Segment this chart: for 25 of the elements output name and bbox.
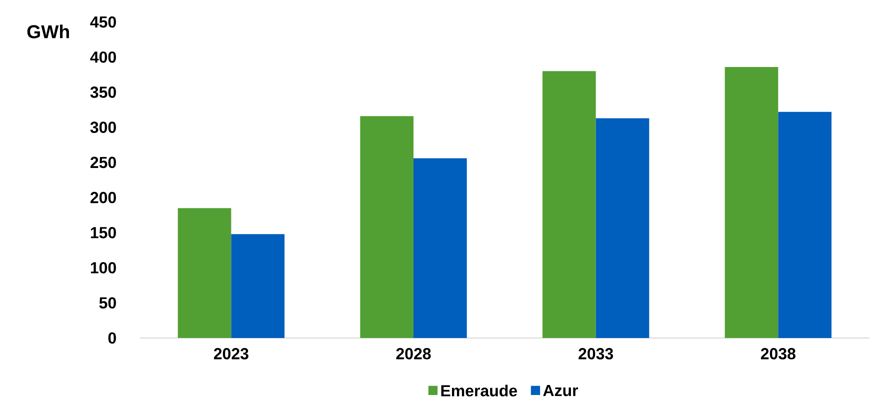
bar xyxy=(360,116,414,338)
x-tick-label: 2023 xyxy=(214,348,248,360)
bar xyxy=(542,71,596,338)
y-tick-label: 200 xyxy=(90,192,116,204)
x-tick-label: 2038 xyxy=(760,348,796,360)
x-tick-label: 2028 xyxy=(396,348,431,360)
y-axis-title: GWh xyxy=(27,24,69,38)
y-tick-label: 400 xyxy=(90,51,116,63)
legend-label: Emeraude xyxy=(441,384,518,396)
legend-label: Azur xyxy=(543,384,578,396)
y-tick-label: 50 xyxy=(99,297,116,309)
bar xyxy=(414,158,467,338)
bar xyxy=(231,234,285,338)
bar xyxy=(178,208,232,338)
x-tick-label: 2033 xyxy=(578,348,614,360)
bar xyxy=(724,66,778,338)
y-tick-label: 450 xyxy=(90,16,116,28)
y-tick-label: 300 xyxy=(90,122,116,134)
y-tick-label: 100 xyxy=(90,262,116,274)
bar xyxy=(596,118,650,338)
y-tick-label: 0 xyxy=(108,332,116,344)
y-tick-label: 250 xyxy=(90,156,116,168)
y-tick-label: 350 xyxy=(90,86,116,98)
y-tick-label: 150 xyxy=(90,227,116,238)
bar xyxy=(778,112,832,338)
